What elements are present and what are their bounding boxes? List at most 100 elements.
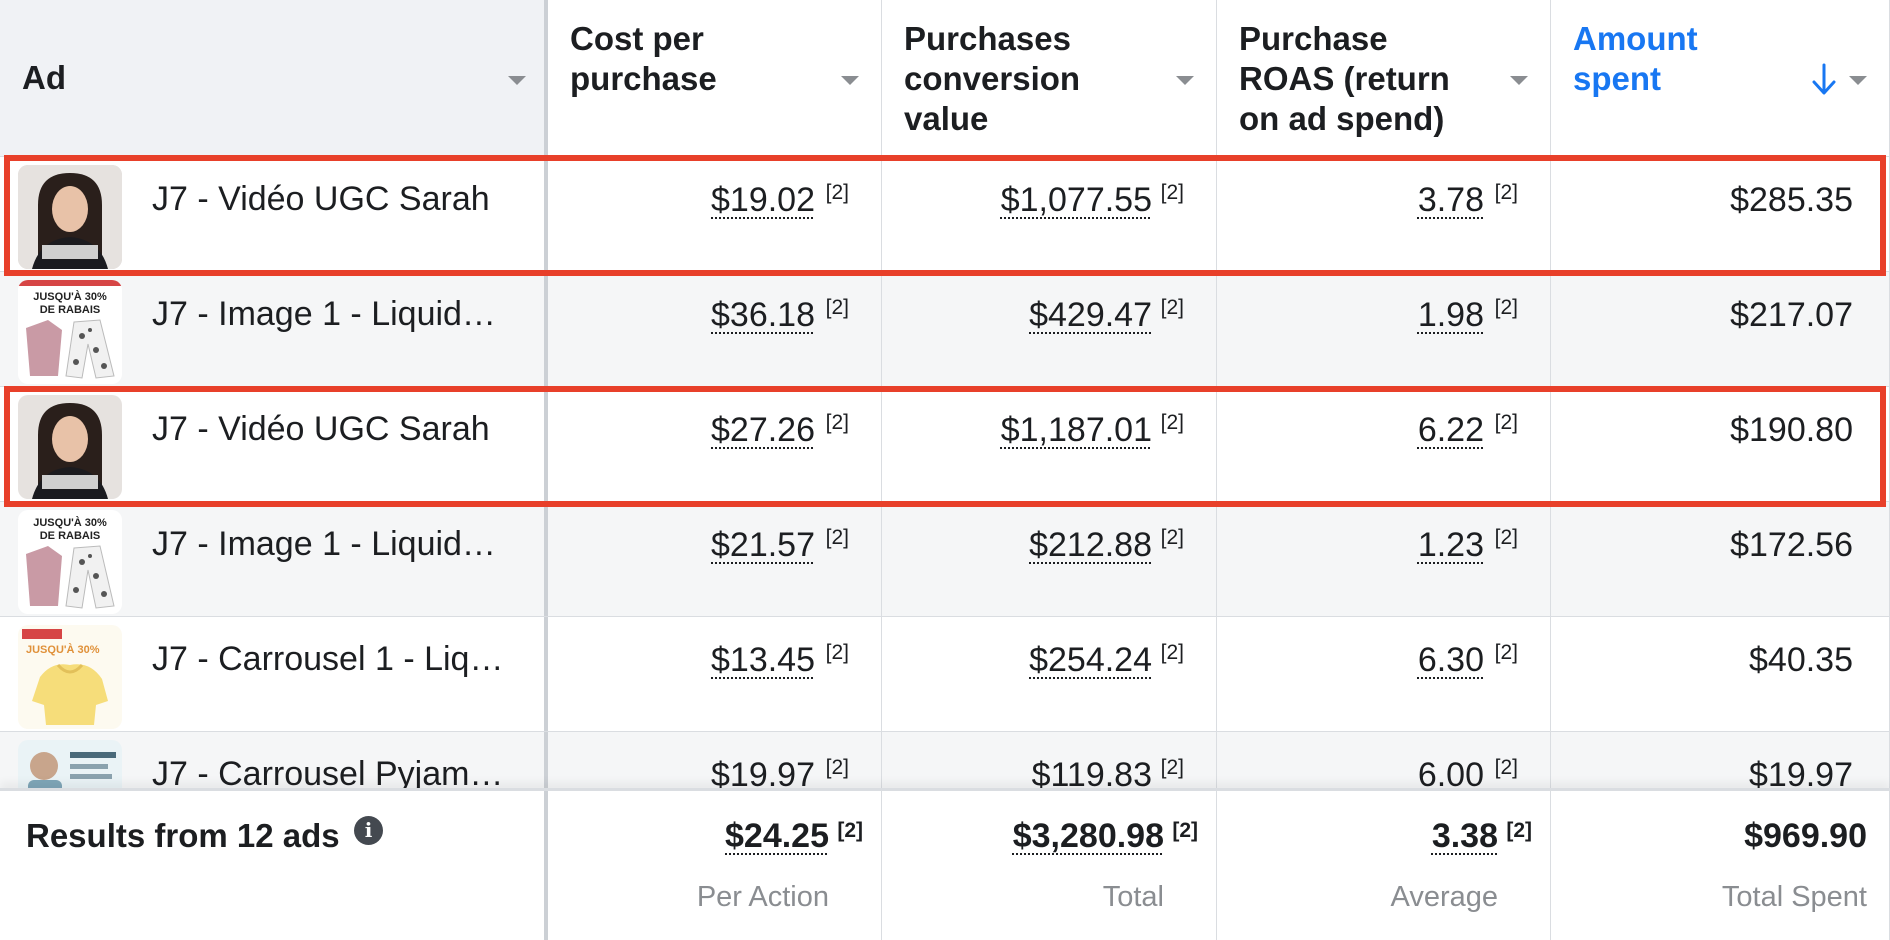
table-row[interactable]: J7 - Vidéo UGC Sarah $19.02 [2] $1,077.5…	[0, 156, 1890, 272]
conversion-value[interactable]: $1,077.55	[1000, 181, 1152, 219]
summary-subtitle: Total	[1102, 881, 1164, 913]
column-header-ad[interactable]: Ad	[0, 0, 548, 156]
cost-per-purchase-value[interactable]: $27.26	[711, 411, 815, 449]
cost-per-purchase-value[interactable]: $21.57	[711, 526, 815, 564]
summary-subtitle: Per Action	[696, 881, 829, 913]
ad-name[interactable]: J7 - Image 1 - Liquid…	[152, 525, 496, 563]
amount-spent-value: $40.35	[1749, 641, 1853, 679]
column-header-label: Purchases conversion value	[904, 20, 1081, 137]
cost-per-purchase-cell: $19.97 [2]	[548, 732, 882, 847]
video-person-thumbnail[interactable]	[18, 395, 122, 499]
roas-value[interactable]: 6.22	[1417, 411, 1484, 449]
cost-per-purchase-value[interactable]: $36.18	[711, 296, 815, 334]
amount-spent-value: $19.97	[1749, 756, 1853, 794]
summary-conversion-value[interactable]: $3,280.98	[1012, 817, 1164, 855]
chevron-down-icon[interactable]	[1176, 76, 1194, 85]
table-row[interactable]: JUSQU'À 30% DE RABAIS J7 - Image 1 - Liq…	[0, 271, 1890, 387]
clothing-sale-thumbnail[interactable]: JUSQU'À 30% DE RABAIS	[18, 510, 122, 614]
roas-cell: 3.78 [2]	[1217, 157, 1551, 272]
summary-subtitle: Total Spent	[1721, 881, 1867, 913]
svg-text:DE RABAIS: DE RABAIS	[40, 530, 101, 542]
column-header-label: Purchase ROAS (return on ad spend)	[1239, 20, 1450, 137]
chevron-down-icon[interactable]	[1510, 76, 1528, 85]
clothing-sale-thumbnail[interactable]: JUSQU'À 30% DE RABAIS	[18, 280, 122, 384]
cost-per-purchase-cell: $21.57 [2]	[548, 502, 882, 617]
ad-name[interactable]: J7 - Vidéo UGC Sarah	[152, 410, 490, 448]
footnote-marker: [2]	[837, 819, 863, 842]
footnote-marker: [2]	[1494, 296, 1518, 319]
table-row[interactable]: J7 - Vidéo UGC Sarah $27.26 [2] $1,187.0…	[0, 386, 1890, 502]
roas-value[interactable]: 1.23	[1417, 526, 1484, 564]
roas-value[interactable]: 3.78	[1417, 181, 1484, 219]
amount-spent-value: $190.80	[1730, 411, 1853, 449]
summary-roas-cell: 3.38 [2] Average	[1217, 791, 1551, 940]
footnote-marker: [2]	[1494, 756, 1518, 779]
table-row[interactable]: JUSQU'À 30% J7 - Carrousel 1 - Liq… $13.…	[0, 616, 1890, 732]
column-header-amount-spent[interactable]: Amount spent	[1551, 0, 1890, 156]
summary-conversion-value-cell: $3,280.98 [2] Total	[882, 791, 1217, 940]
roas-value[interactable]: 6.00	[1417, 756, 1484, 794]
table-row[interactable]: JUSQU'À 30% DE RABAIS J7 - Image 1 - Liq…	[0, 501, 1890, 617]
ad-name[interactable]: J7 - Image 1 - Liquid…	[152, 295, 496, 333]
roas-value[interactable]: 1.98	[1417, 296, 1484, 334]
column-header-conversion-value[interactable]: Purchases conversion value	[882, 0, 1217, 156]
conversion-value-cell: $119.83 [2]	[882, 732, 1217, 847]
svg-text:JUSQU'À 30%: JUSQU'À 30%	[33, 290, 107, 303]
conversion-value[interactable]: $119.83	[1031, 756, 1152, 794]
summary-cost-per-purchase-cell: $24.25 [2] Per Action	[548, 791, 882, 940]
ad-name[interactable]: J7 - Carrousel Pyjam…	[152, 755, 504, 793]
yellow-hoodie-thumbnail[interactable]: JUSQU'À 30%	[18, 625, 122, 729]
ad-name[interactable]: J7 - Vidéo UGC Sarah	[152, 180, 490, 218]
svg-text:JUSQU'À 30%: JUSQU'À 30%	[33, 516, 107, 529]
summary-roas[interactable]: 3.38	[1431, 817, 1498, 855]
roas-cell: 1.23 [2]	[1217, 502, 1551, 617]
summary-amount-spent: $969.90	[1744, 817, 1867, 855]
ad-name-cell: JUSQU'À 30% DE RABAIS J7 - Image 1 - Liq…	[0, 272, 548, 387]
roas-cell: 6.00 [2]	[1217, 732, 1551, 847]
summary-amount-spent-cell: $969.90 Total Spent	[1551, 791, 1890, 940]
summary-title-cell: Results from 12 ads i	[0, 791, 548, 940]
amount-spent-cell: $217.07	[1551, 272, 1890, 387]
amount-spent-value: $285.35	[1730, 181, 1853, 219]
footnote-marker: [2]	[1494, 526, 1518, 549]
cost-per-purchase-value[interactable]: $19.97	[711, 756, 815, 794]
footnote-marker: [2]	[1506, 819, 1532, 842]
cost-per-purchase-cell: $19.02 [2]	[548, 157, 882, 272]
roas-value[interactable]: 6.30	[1417, 641, 1484, 679]
conversion-value[interactable]: $212.88	[1029, 526, 1152, 564]
cost-per-purchase-value[interactable]: $19.02	[711, 181, 815, 219]
table-header: Ad Cost per purchase Purchases conversio…	[0, 0, 1890, 156]
column-header-label: Ad	[22, 59, 66, 96]
amount-spent-value: $217.07	[1730, 296, 1853, 334]
cost-per-purchase-value[interactable]: $13.45	[711, 641, 815, 679]
column-header-roas[interactable]: Purchase ROAS (return on ad spend)	[1217, 0, 1551, 156]
footnote-marker: [2]	[1160, 641, 1184, 664]
amount-spent-cell: $285.35	[1551, 157, 1890, 272]
footnote-marker: [2]	[1160, 756, 1184, 779]
ad-name[interactable]: J7 - Carrousel 1 - Liq…	[152, 640, 504, 678]
conversion-value[interactable]: $429.47	[1029, 296, 1152, 334]
roas-cell: 6.22 [2]	[1217, 387, 1551, 502]
amount-spent-value: $172.56	[1730, 526, 1853, 564]
conversion-value-cell: $212.88 [2]	[882, 502, 1217, 617]
column-header-cost-per-purchase[interactable]: Cost per purchase	[548, 0, 882, 156]
conversion-value[interactable]: $1,187.01	[1000, 411, 1152, 449]
column-header-label: Amount spent	[1573, 20, 1698, 97]
footnote-marker: [2]	[1160, 181, 1184, 204]
column-header-label: Cost per purchase	[570, 20, 717, 97]
summary-subtitle: Average	[1390, 881, 1499, 913]
ad-name-cell: J7 - Vidéo UGC Sarah	[0, 387, 548, 502]
chevron-down-icon[interactable]	[1849, 76, 1867, 85]
chevron-down-icon[interactable]	[508, 76, 526, 85]
conversion-value[interactable]: $254.24	[1029, 641, 1152, 679]
info-icon[interactable]: i	[354, 816, 383, 845]
sort-descending-arrow-icon[interactable]	[1811, 62, 1837, 96]
video-person-thumbnail[interactable]	[18, 165, 122, 269]
chevron-down-icon[interactable]	[841, 76, 859, 85]
summary-cost-per-purchase[interactable]: $24.25	[725, 817, 829, 855]
summary-title: Results from 12 ads	[26, 817, 340, 854]
conversion-value-cell: $1,077.55 [2]	[882, 157, 1217, 272]
amount-spent-cell: $40.35	[1551, 617, 1890, 732]
conversion-value-cell: $429.47 [2]	[882, 272, 1217, 387]
